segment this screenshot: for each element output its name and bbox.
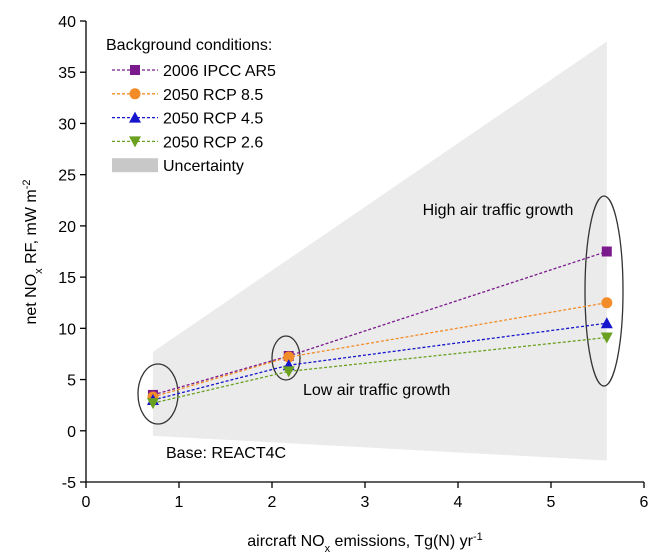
marker (601, 297, 613, 309)
y-tick-label: 0 (67, 424, 76, 441)
x-tick-label: 4 (454, 494, 463, 511)
marker (129, 88, 141, 100)
y-tick-label: 30 (58, 116, 76, 133)
y-tick-label: 25 (58, 168, 76, 185)
y-tick-label: 10 (58, 321, 76, 338)
marker (282, 366, 295, 378)
axis-label-part: x (325, 543, 331, 552)
marker (129, 136, 141, 148)
uncertainty-band (152, 41, 607, 461)
marker (600, 317, 613, 329)
x-tick-label: 6 (640, 494, 649, 511)
axis-label-part: aircraft NO (247, 533, 324, 550)
marker (129, 111, 141, 123)
axis-label-part: emissions, Tg(N) yr (330, 533, 474, 550)
annotation: Low air traffic growth (303, 382, 450, 399)
marker (601, 246, 612, 257)
y-tick-label: 5 (67, 373, 76, 390)
x-tick-label: 1 (175, 494, 184, 511)
axis-label-part: RF, mW m (23, 189, 40, 268)
y-tick-label: 15 (58, 270, 76, 287)
legend-label: 2050 RCP 8.5 (163, 87, 263, 104)
x-tick-label: 5 (547, 494, 556, 511)
annotation: Base: REACT4C (166, 445, 286, 462)
x-tick-label: 3 (361, 494, 370, 511)
legend-swatch (112, 158, 158, 173)
x-tick-label: 0 (82, 494, 91, 511)
axis-label-part: -2 (21, 179, 33, 189)
y-tick-label: 20 (58, 219, 76, 236)
high-growth-ellipse (584, 195, 624, 387)
x-tick-label: 2 (268, 494, 277, 511)
legend-label: Uncertainty (163, 158, 244, 175)
series-line (152, 336, 607, 404)
legend-label: 2006 IPCC AR5 (163, 63, 276, 80)
y-axis-label: net NOx RF, mW m-2 (21, 179, 45, 324)
axis-label-part: net NO (23, 274, 40, 325)
legend-title: Background conditions: (106, 37, 272, 54)
marker (146, 398, 159, 410)
axis-label-part: x (33, 268, 45, 274)
y-tick-label: -5 (62, 475, 76, 492)
plot-background (152, 41, 607, 461)
legend-label: 2050 RCP 2.6 (163, 134, 263, 151)
marker (283, 351, 295, 363)
axis-label-part: -1 (473, 531, 483, 543)
low-growth-ellipse (271, 335, 301, 381)
y-tick-label: 35 (58, 65, 76, 82)
x-axis-label: aircraft NOx emissions, Tg(N) yr-1 (247, 531, 482, 552)
y-tick-label: 40 (58, 14, 76, 31)
annotation: High air traffic growth (423, 202, 574, 219)
marker (600, 332, 613, 344)
marker (130, 65, 140, 75)
legend-label: 2050 RCP 4.5 (163, 111, 263, 128)
